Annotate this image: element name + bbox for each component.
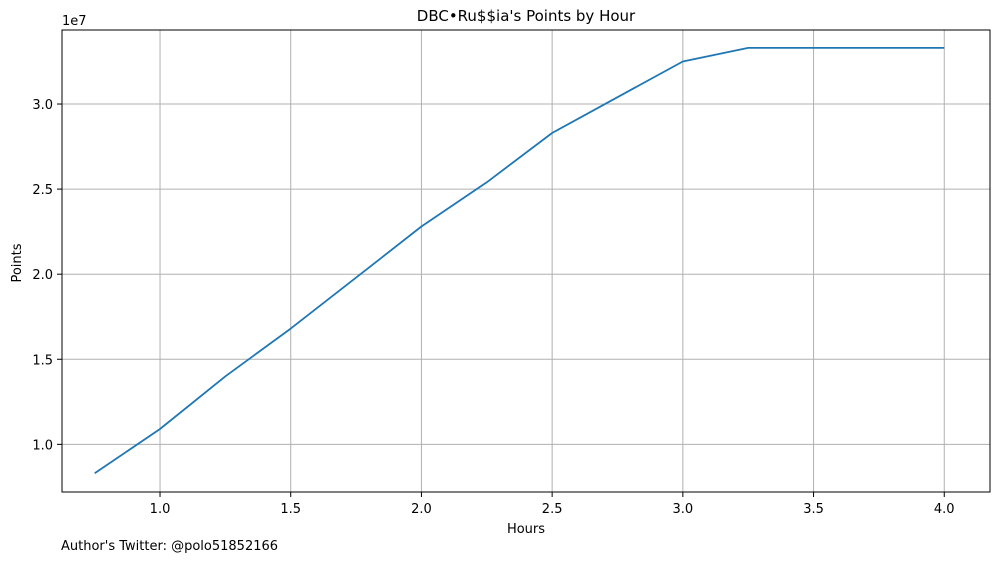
y-tick-label: 1.5 [32, 353, 53, 368]
y-tick-label: 2.0 [32, 268, 53, 283]
x-tick-label: 3.0 [673, 502, 694, 517]
x-tick-label: 1.0 [150, 502, 171, 517]
x-axis-ticks: 1.0 1.5 2.0 2.5 3.0 3.5 4.0 [150, 492, 955, 517]
x-axis-label: Hours [507, 522, 545, 537]
y-axis-offset-label: 1e7 [62, 14, 87, 29]
grid-lines [62, 30, 990, 492]
x-tick-label: 2.0 [411, 502, 432, 517]
x-tick-label: 3.5 [803, 502, 824, 517]
author-footnote: Author's Twitter: @polo51852166 [61, 539, 278, 554]
x-tick-label: 4.0 [934, 502, 955, 517]
plot-frame [61, 29, 991, 493]
x-tick-label: 2.5 [542, 502, 563, 517]
y-tick-label: 3.0 [32, 98, 53, 113]
x-tick-label: 1.5 [280, 502, 301, 517]
y-axis-label: Points [10, 243, 25, 282]
series-layer [94, 47, 945, 475]
y-tick-label: 1.0 [32, 438, 53, 453]
y-axis-ticks: 1.0 1.5 2.0 2.5 3.0 [32, 98, 62, 453]
series-line [94, 47, 945, 475]
chart-title: DBC•Ru$$ia's Points by Hour [417, 7, 636, 25]
y-tick-label: 2.5 [32, 183, 53, 198]
